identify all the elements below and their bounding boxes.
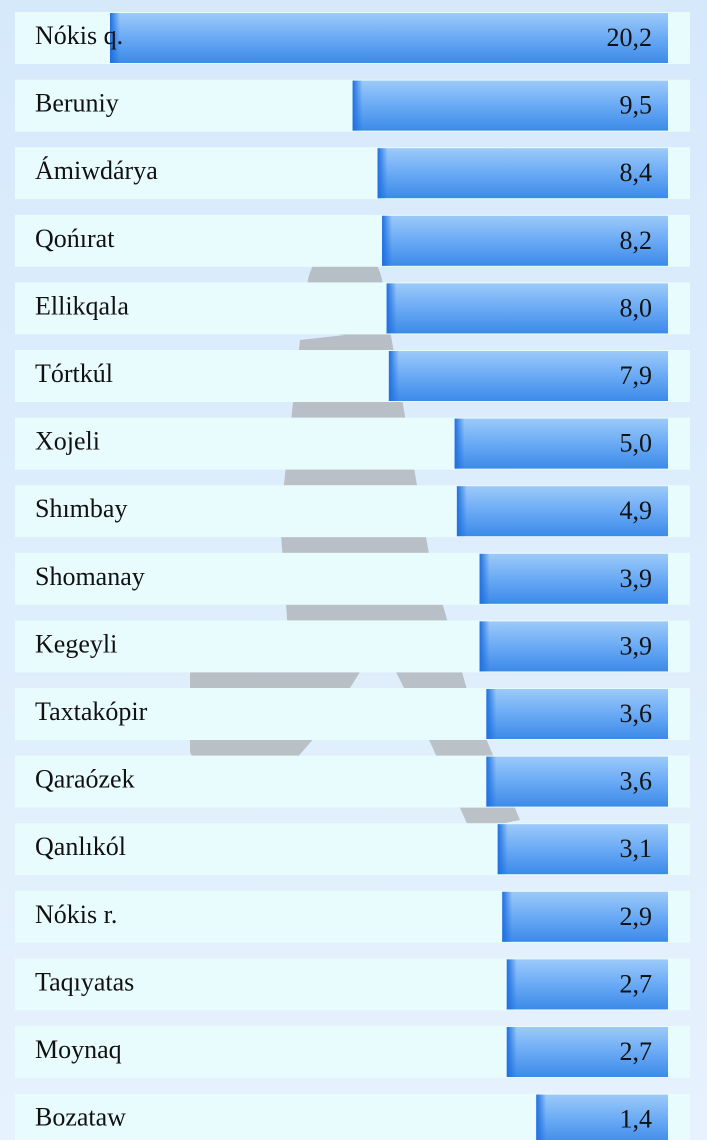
bar [386,283,668,334]
category-label: Xojeli [35,427,100,456]
bar [497,824,668,875]
category-label: Nókis r. [35,900,117,929]
value-label: 8,0 [620,293,653,322]
bar-edge [352,80,363,131]
bar [388,351,668,401]
bar-edge [536,1094,547,1140]
value-label: 20,2 [607,23,653,52]
value-label: 8,2 [620,226,653,255]
bar-edge [506,1027,517,1077]
bar-edge [454,418,465,469]
value-label: 8,4 [620,158,653,187]
category-label: Ámiwdárya [35,156,158,185]
bar [502,891,668,942]
category-label: Bozataw [35,1103,126,1132]
value-label: 4,9 [620,496,653,525]
bar-edge [486,756,497,807]
bar [506,1027,668,1077]
bar-edge [386,283,397,334]
value-label: 3,1 [620,834,653,863]
category-label: Taxtakópir [35,697,148,726]
bar [536,1094,668,1140]
value-label: 2,7 [620,1037,653,1066]
category-label: Kegeyli [35,629,117,658]
bar-edge [479,553,490,604]
bar [479,553,668,604]
bar [456,486,668,537]
value-label: 5,0 [620,429,653,458]
bar-edge [502,891,513,942]
bar-edge [497,824,508,875]
value-label: 3,9 [620,631,653,660]
bar [377,148,668,199]
category-label: Qanlıkól [35,832,126,861]
category-label: Shomanay [35,562,145,591]
bar-edge [382,215,393,266]
category-label: Tórtkúl [35,359,113,388]
bar-edge [506,959,517,1010]
value-label: 2,9 [620,902,653,931]
bar-edge [456,486,467,537]
category-label: Beruniy [35,89,119,118]
value-label: 3,6 [620,699,653,728]
value-label: 3,6 [620,767,653,796]
bar [486,756,668,807]
category-label: Taqıyatas [35,967,134,996]
bar-edge [486,689,497,739]
category-label: Qaraózek [35,765,135,794]
category-label: Qońırat [35,224,115,253]
bar [454,418,668,469]
bar [382,215,668,266]
category-label: Moynaq [35,1035,122,1064]
bar [110,13,668,63]
bar-edge [479,621,490,672]
value-label: 9,5 [620,91,653,120]
value-label: 2,7 [620,969,653,998]
value-label: 7,9 [620,361,653,390]
category-label: Nókis q. [35,21,123,50]
bar [506,959,668,1010]
bar [352,80,668,131]
bar-edge [377,148,388,199]
value-label: 3,9 [620,564,653,593]
value-label: 1,4 [620,1105,653,1134]
bar [479,621,668,672]
category-label: Ellikqala [35,291,129,320]
category-label: Shımbay [35,494,127,523]
bar-edge [388,351,399,401]
bar [486,689,668,739]
bar-edge [110,13,120,63]
